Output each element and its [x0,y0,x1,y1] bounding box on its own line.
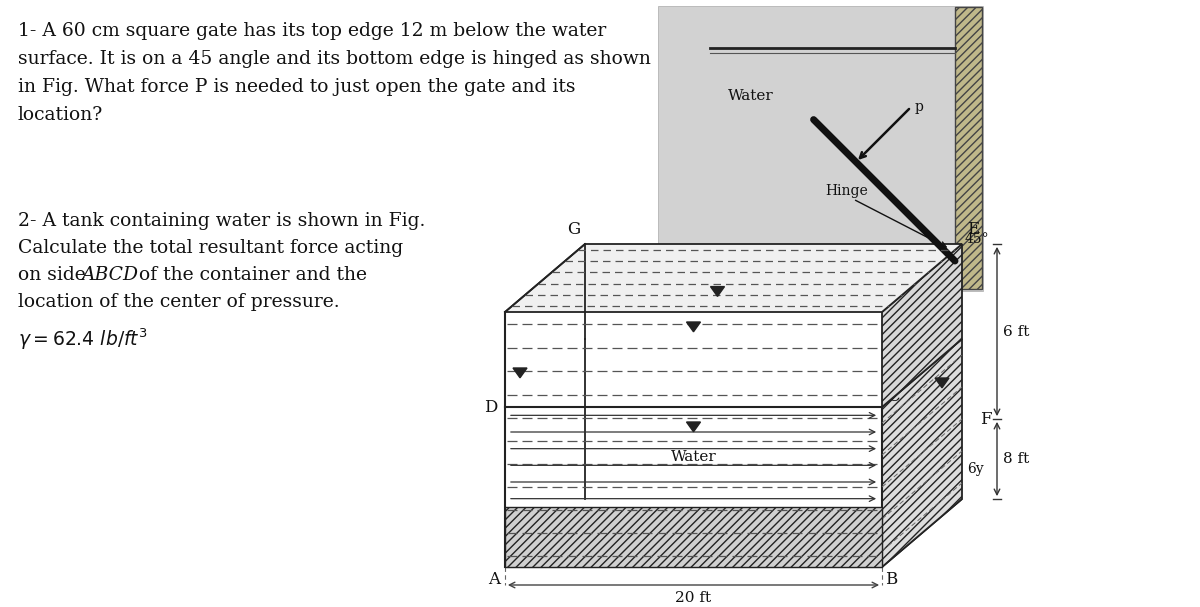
Text: 2- A tank containing water is shown in Fig.: 2- A tank containing water is shown in F… [18,212,425,230]
Polygon shape [882,339,962,567]
Text: of the container and the: of the container and the [133,266,367,284]
Text: 45°: 45° [965,232,990,246]
Text: in Fig. What force P is needed to just open the gate and its: in Fig. What force P is needed to just o… [18,78,576,96]
Text: 6 ft: 6 ft [1003,325,1030,339]
Text: location of the center of pressure.: location of the center of pressure. [18,293,340,311]
Text: E: E [967,221,979,238]
Text: C: C [887,388,900,405]
Polygon shape [710,287,725,296]
Text: location?: location? [18,106,103,124]
Text: G: G [566,221,580,238]
Text: 6y: 6y [967,462,984,476]
Text: Hinge: Hinge [826,184,868,198]
Polygon shape [686,322,701,332]
Text: F: F [980,410,991,427]
Polygon shape [955,7,982,289]
Text: B: B [886,571,898,588]
Text: Calculate the total resultant force acting: Calculate the total resultant force acti… [18,239,403,257]
Text: A: A [488,571,500,588]
Text: 1- A 60 cm square gate has its top edge 12 m below the water: 1- A 60 cm square gate has its top edge … [18,22,606,40]
Polygon shape [658,6,983,291]
Text: p: p [916,100,924,114]
Polygon shape [505,499,962,567]
Text: D: D [484,399,497,416]
Text: ABCD: ABCD [82,266,138,284]
Polygon shape [505,407,882,567]
Polygon shape [662,262,955,286]
Text: 20 ft: 20 ft [676,591,712,605]
Polygon shape [882,244,962,407]
Text: $\gamma = 62.4\ \mathit{lb/ft}^3$: $\gamma = 62.4\ \mathit{lb/ft}^3$ [18,327,148,353]
Polygon shape [514,368,527,378]
Polygon shape [505,244,962,312]
Text: on side: on side [18,266,91,284]
Text: Water: Water [671,450,716,464]
Polygon shape [686,422,701,432]
Text: surface. It is on a 45 angle and its bottom edge is hinged as shown: surface. It is on a 45 angle and its bot… [18,50,650,68]
Text: 8 ft: 8 ft [1003,452,1030,466]
Polygon shape [935,378,949,388]
Text: Water: Water [728,89,774,103]
Polygon shape [505,507,882,567]
